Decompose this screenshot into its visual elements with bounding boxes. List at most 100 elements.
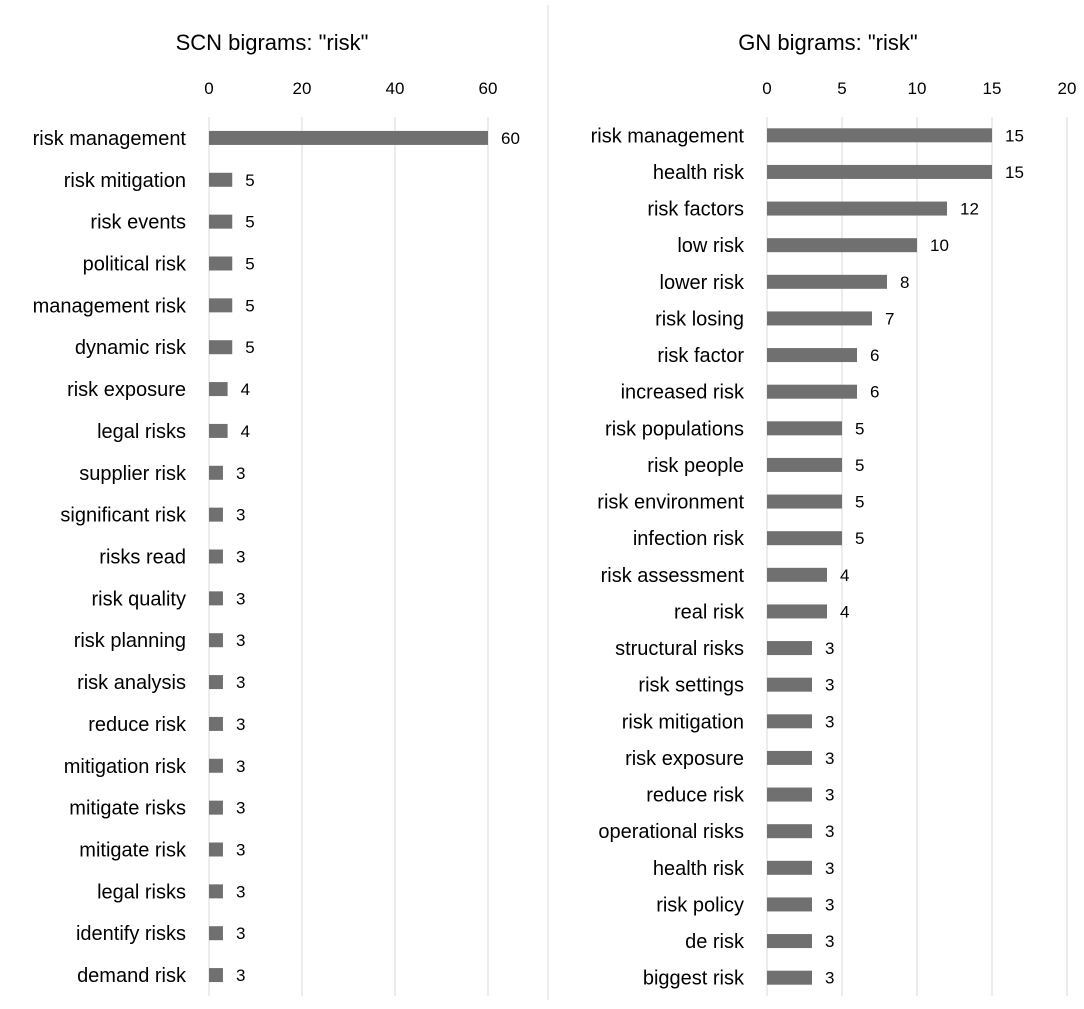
bar: [209, 675, 223, 690]
category-label: risk planning: [74, 630, 186, 652]
x-tick-label: 20: [293, 79, 312, 98]
category-label: operational risks: [598, 821, 744, 843]
data-label: 3: [236, 715, 245, 734]
data-label: 5: [855, 419, 864, 438]
data-label: 5: [245, 171, 254, 190]
category-label: risk quality: [92, 588, 186, 610]
bar: [209, 465, 223, 480]
category-label: demand risk: [77, 965, 187, 987]
bar: [209, 842, 223, 857]
category-label: risks read: [99, 547, 186, 569]
data-label: 3: [825, 712, 834, 731]
bar: [767, 164, 992, 179]
category-label: risk assessment: [601, 565, 745, 587]
x-tick-label: 20: [1058, 79, 1077, 98]
data-label: 3: [825, 969, 834, 988]
data-label: 3: [825, 676, 834, 695]
bar: [209, 926, 223, 941]
category-label: reduce risk: [646, 785, 745, 807]
bar: [209, 423, 228, 438]
bar: [209, 549, 223, 564]
bar: [767, 421, 842, 436]
data-label: 3: [825, 859, 834, 878]
data-label: 5: [245, 338, 254, 357]
category-label: risk mitigation: [622, 711, 744, 733]
data-label: 3: [236, 589, 245, 608]
category-label: risk people: [647, 455, 744, 477]
category-label: identify risks: [76, 923, 186, 945]
gn-bigram-chart: GN bigrams: "risk" 0 5 10 15 20 risk manageme…: [591, 30, 1077, 996]
x-tick-label: 40: [386, 79, 405, 98]
data-label: 5: [245, 213, 254, 232]
data-label: 3: [825, 639, 834, 658]
data-label: 5: [855, 456, 864, 475]
data-label: 3: [825, 786, 834, 805]
data-label: 4: [840, 602, 849, 621]
category-label: low risk: [677, 235, 745, 257]
category-label: management risk: [33, 295, 187, 317]
bar: [767, 860, 812, 875]
data-label: 8: [900, 273, 909, 292]
data-label: 3: [236, 631, 245, 650]
category-label: risk exposure: [67, 379, 186, 401]
chart-title: GN bigrams: "risk": [738, 30, 917, 55]
category-label: lower risk: [660, 272, 745, 294]
data-label: 5: [245, 255, 254, 274]
data-label: 12: [960, 200, 979, 219]
x-tick-label: 60: [479, 79, 498, 98]
category-label: biggest risk: [643, 968, 745, 990]
bar: [209, 214, 233, 229]
data-label: 3: [825, 822, 834, 841]
category-label: infection risk: [633, 528, 745, 550]
scn-bigram-chart: SCN bigrams: "risk" 0 20 40 60 risk manageme…: [33, 30, 520, 996]
category-label: risk factor: [657, 345, 744, 367]
bar: [767, 567, 827, 582]
category-label: legal risks: [97, 421, 186, 443]
category-label: real risk: [674, 601, 745, 623]
bar: [767, 897, 812, 912]
bar: [767, 750, 812, 765]
category-label: de risk: [685, 931, 745, 953]
bar: [767, 677, 812, 692]
data-label: 15: [1005, 126, 1024, 145]
category-label: mitigation risk: [64, 756, 187, 778]
data-label: 5: [855, 529, 864, 548]
bar: [767, 128, 992, 143]
category-label: risk events: [90, 212, 186, 234]
category-label: increased risk: [621, 382, 745, 404]
category-label: risk mitigation: [64, 170, 186, 192]
data-label: 5: [855, 493, 864, 512]
category-label: supplier risk: [79, 463, 187, 485]
bar: [767, 934, 812, 949]
bar: [767, 494, 842, 509]
category-label: risk settings: [638, 675, 744, 697]
data-label: 4: [241, 422, 250, 441]
category-label: risk management: [591, 125, 745, 147]
data-label: 3: [236, 506, 245, 525]
bar: [767, 311, 872, 326]
category-label: significant risk: [60, 505, 187, 527]
bar: [209, 884, 223, 899]
x-tick-label: 10: [908, 79, 927, 98]
category-label: political risk: [83, 254, 187, 276]
x-tick-label: 0: [762, 79, 771, 98]
bar: [209, 298, 233, 313]
bar: [767, 604, 827, 619]
data-label: 60: [501, 129, 520, 148]
category-label: mitigate risks: [69, 798, 186, 820]
data-label: 3: [236, 464, 245, 483]
data-label: 4: [840, 566, 849, 585]
category-label: mitigate risk: [79, 840, 187, 862]
bar: [209, 507, 223, 522]
bar: [209, 382, 228, 397]
bar: [767, 531, 842, 546]
bar: [767, 274, 887, 289]
data-label: 3: [825, 749, 834, 768]
x-tick-label: 15: [983, 79, 1002, 98]
bar: [767, 457, 842, 472]
category-label: dynamic risk: [75, 337, 187, 359]
data-label: 3: [236, 924, 245, 943]
category-label: health risk: [653, 858, 745, 880]
data-label: 3: [236, 841, 245, 860]
